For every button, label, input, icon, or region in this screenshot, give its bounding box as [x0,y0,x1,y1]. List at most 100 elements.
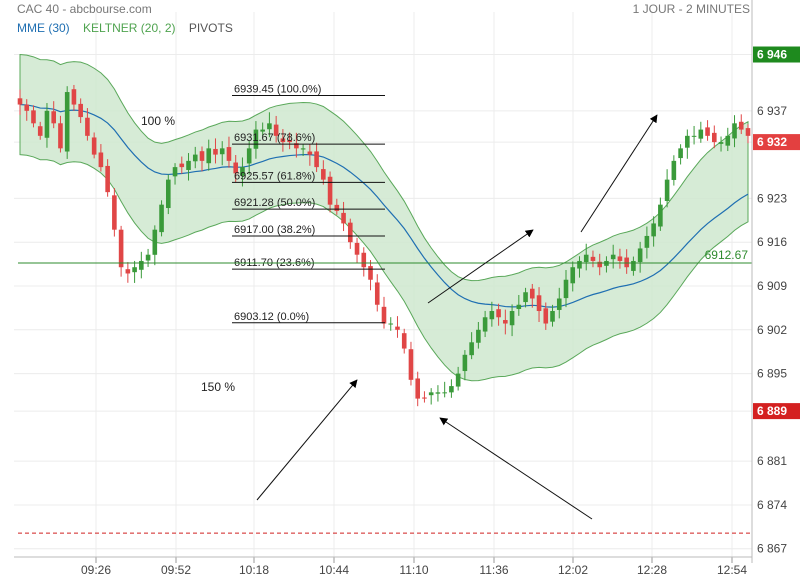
y-tick-label: 6 881 [757,454,787,468]
candle-body [71,89,77,105]
candle-body [64,92,70,152]
candle-body [408,349,414,380]
candle-body [529,288,535,299]
fib-level-label: 6903.12 (0.0%) [234,311,309,323]
candle-body [678,148,683,159]
x-tick-label: 12:54 [717,563,747,577]
candle-body [172,167,178,177]
candle-body [233,162,239,174]
candle-body [556,298,562,310]
y-tick-label: 6 895 [757,367,787,381]
candle-body [31,110,36,124]
candle-body [583,254,589,263]
candle-body [698,129,704,139]
low-marker-label: 6 889 [757,404,787,418]
candle-body [192,154,198,162]
candle-body [37,126,43,136]
legend-pivots[interactable]: PIVOTS [188,21,233,35]
candle-body [449,386,454,393]
candle-body [610,254,616,260]
candle-body [226,147,232,161]
candle-body [469,342,474,356]
candle-body [685,135,690,148]
candle-body [496,309,501,318]
candle-body [321,169,326,180]
candle-body [280,138,286,143]
candle-body [354,242,360,255]
candle-body [711,132,717,143]
candle-body [705,127,710,136]
candle-body [455,373,461,387]
candle-body [145,254,151,261]
candle-body [503,320,508,324]
candle-body [307,151,313,155]
candle-body [482,317,488,332]
trend-arrow [427,229,534,304]
candle-body [550,311,555,322]
candle-body [395,326,400,330]
candle-body [58,123,63,149]
legend-keltner[interactable]: KELTNER (20, 2) [83,21,176,35]
candle-body [617,256,623,261]
legend-ema[interactable]: MME (30) [17,21,70,35]
candle-body [253,129,259,149]
candle-body [644,235,650,248]
trend-arrow [256,379,358,501]
x-axis: 09:26 09:52 10:18 10:44 11:10 11:36 12:02 12:28… [14,556,752,577]
candle-body [637,248,643,263]
x-tick-label: 11:36 [479,563,508,577]
candle-body [91,137,97,155]
trend-arrow [439,417,593,520]
candle-body [489,311,495,320]
candle-body [745,128,751,136]
last-price-marker-box [753,134,800,151]
candle-body [651,223,656,237]
candle-body [415,378,421,399]
candle-body [590,256,596,261]
candle-body [240,167,245,176]
y-axis: 6 946 6 937 6 932 6 923 6 916 6 909 6 902 6 895… [751,0,800,563]
candlesticks [17,84,751,407]
candle-body [422,397,427,399]
annotation-100-pct: 100 % [141,114,175,128]
candle-body [132,267,137,273]
candle-body [563,279,569,299]
candle-body [267,123,272,130]
candle-body [219,148,225,155]
y-tick-label: 6 937 [757,104,787,118]
candle-body [159,204,164,233]
fib-level-label: 6931.67 (78.6%) [234,132,315,144]
candle-body [125,269,131,274]
candle-body [246,148,252,164]
candle-body [428,392,434,396]
trend-arrow [580,114,658,233]
high-marker-label: 6 946 [757,48,787,62]
candle-body [44,110,50,138]
candle-body [435,392,441,394]
fib-level-label: 6917.00 (38.2%) [234,224,315,236]
candle-body [300,148,306,150]
y-tick-label: 6 867 [757,542,787,556]
candle-body [118,229,124,268]
candle-body [314,151,319,168]
candle-body [671,160,677,180]
candle-body [381,306,387,324]
candle-body [732,123,737,139]
indicator-legend: MME (30) KELTNER (20, 2) PIVOTS [17,21,243,35]
candle-body [179,163,185,168]
x-tick-label: 12:02 [558,563,588,577]
high-marker-box [753,46,800,63]
candle-body [105,165,110,193]
y-tick-label: 6 902 [757,323,787,337]
low-marker-box [753,403,800,420]
candle-body [658,204,663,227]
timeframe-label[interactable]: 1 JOUR - 2 MINUTES [632,2,750,16]
y-tick-label: 6 923 [757,191,787,205]
candle-body [260,129,265,132]
y-tick-label: 6 916 [757,235,787,249]
candle-body [597,261,603,268]
candle-body [51,111,57,124]
candle-body [78,103,83,118]
x-tick-label: 12:28 [637,563,667,577]
